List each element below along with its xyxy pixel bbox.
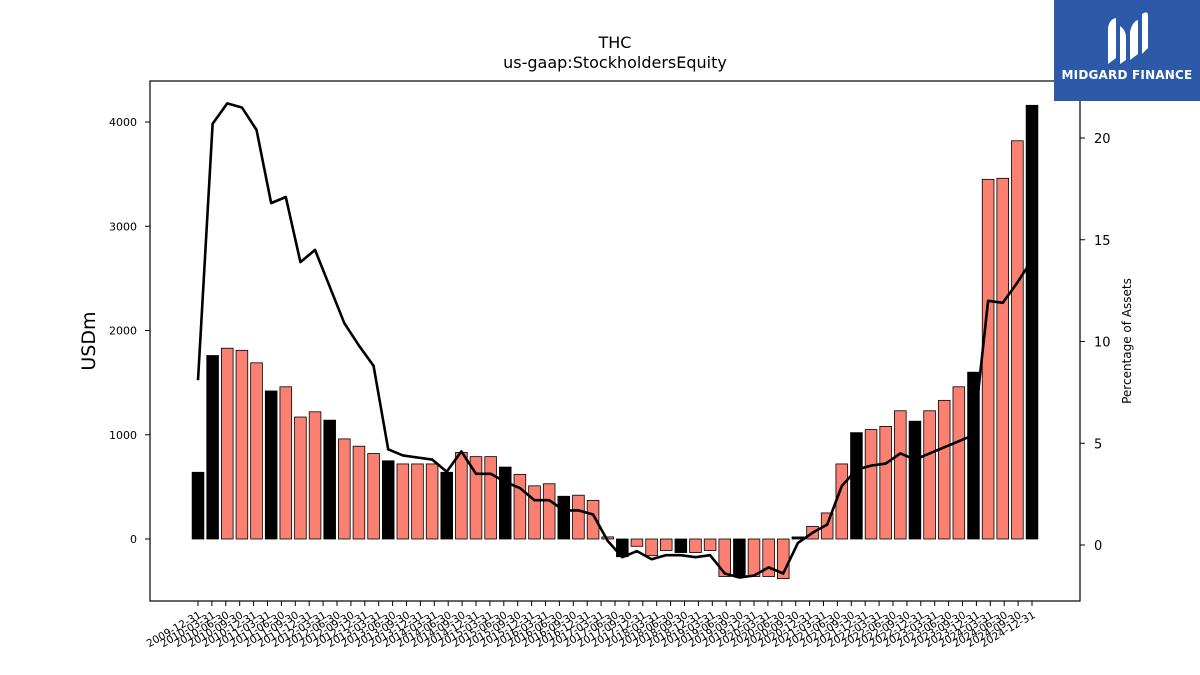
bar-2015-09-30 — [528, 485, 541, 540]
bar-2010-09-30 — [235, 349, 249, 540]
y2-tick-label: 10 — [1094, 336, 1111, 351]
bar-2015-06-30 — [513, 473, 527, 540]
bar-2014-03-31 — [440, 471, 453, 540]
bar-2012-06-30 — [338, 438, 351, 540]
bar-2022-09-30 — [937, 399, 951, 540]
bar-2015-03-31 — [499, 466, 512, 540]
bar-2015-12-31 — [542, 483, 556, 540]
y-tick-label: 1000 — [109, 429, 137, 442]
bar-2019-03-31 — [733, 538, 746, 577]
bar-2017-12-31 — [659, 538, 673, 551]
bar-2017-09-30 — [645, 538, 658, 557]
bar-2021-03-31 — [850, 432, 863, 540]
bar-2023-03-31 — [967, 371, 980, 540]
y-axis-label: USDm — [78, 311, 100, 370]
pct-assets-line — [196, 102, 1034, 579]
bar-2018-06-30 — [689, 538, 702, 553]
bar-2012-09-30 — [352, 445, 366, 540]
bar-2017-06-30 — [630, 538, 644, 547]
x-axis-ticks: 2009-12-312010-03-312010-06-302010-09-30… — [145, 601, 1038, 650]
bar-2018-12-31 — [718, 538, 731, 577]
bar-2011-09-30 — [294, 416, 307, 540]
bar-2022-12-31 — [952, 386, 966, 540]
bar-2021-06-30 — [864, 429, 878, 540]
y2-tick-label: 5 — [1094, 437, 1102, 452]
bar-2013-12-31 — [425, 463, 439, 540]
bar-2012-03-31 — [323, 419, 336, 540]
bar-2021-09-30 — [879, 426, 892, 540]
bar-2019-06-30 — [747, 538, 761, 577]
bar-2011-06-30 — [279, 386, 293, 540]
bar-2023-09-30 — [996, 177, 1009, 540]
y-tick-label: 4000 — [109, 116, 137, 129]
bar-2018-03-31 — [674, 538, 688, 553]
chart-subtitle: us-gaap:StockholdersEquity — [503, 53, 727, 72]
bar-2014-12-31 — [484, 456, 497, 540]
bar-2009-12-31 — [191, 471, 205, 540]
bar-2010-06-30 — [221, 347, 234, 540]
y-tick-label: 2000 — [109, 325, 137, 338]
y-tick-label: 0 — [130, 533, 137, 546]
bar-2014-06-30 — [455, 452, 468, 540]
chart-title: THC — [598, 33, 632, 52]
y2-tick-label: 0 — [1094, 539, 1102, 554]
bar-2021-12-31 — [894, 410, 907, 540]
bar-2019-09-30 — [762, 538, 775, 577]
bar-2013-06-30 — [396, 463, 410, 540]
bar-2013-03-31 — [381, 460, 395, 540]
y-tick-label: 3000 — [109, 220, 137, 233]
bar-2011-12-31 — [308, 411, 322, 540]
bar-2023-12-31 — [1011, 140, 1024, 540]
bar-2012-12-31 — [367, 453, 380, 540]
bar-2014-09-30 — [469, 456, 483, 540]
bar-2013-09-30 — [411, 463, 424, 540]
y-axis-ticks: 0 1000 2000 3000 4000 — [109, 116, 150, 546]
midgard-logo-icon — [1108, 12, 1148, 64]
bar-group — [191, 104, 1039, 580]
bar-2022-06-30 — [923, 410, 936, 540]
bar-2022-03-31 — [908, 420, 922, 540]
bar-2023-06-30 — [981, 178, 995, 540]
y2-tick-label: 20 — [1094, 132, 1111, 147]
bar-2016-09-30 — [586, 500, 600, 540]
bar-2016-06-30 — [572, 494, 585, 540]
bar-2011-03-31 — [264, 390, 278, 540]
bar-2024-03-31 — [1025, 104, 1039, 540]
y2-axis-label: Percentage of Assets — [1120, 278, 1134, 404]
bar-2018-09-30 — [703, 538, 717, 551]
bar-2010-12-31 — [250, 362, 263, 540]
logo: MIDGARD FINANCE — [1054, 0, 1200, 101]
y2-tick-label: 15 — [1094, 234, 1111, 249]
bar-2020-12-31 — [835, 463, 849, 540]
bar-2016-03-31 — [557, 495, 571, 540]
logo-text: MIDGARD FINANCE — [1061, 68, 1193, 82]
y2-axis-ticks: 0 5 10 15 20 — [1080, 132, 1111, 554]
bar-2010-03-31 — [206, 355, 219, 540]
